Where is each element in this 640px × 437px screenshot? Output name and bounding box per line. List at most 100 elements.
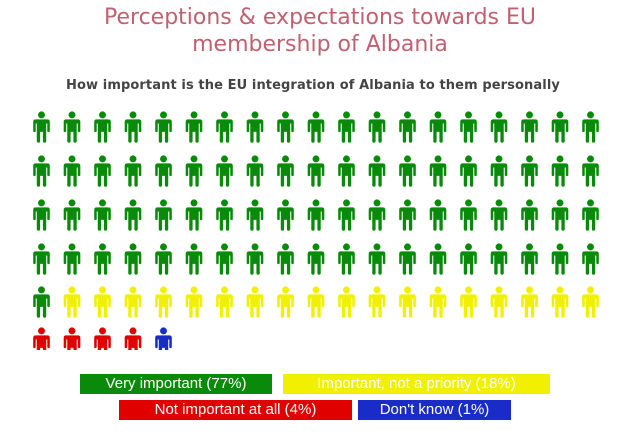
person-icon <box>338 243 355 275</box>
person-icon <box>368 155 386 187</box>
person-icon <box>155 327 172 350</box>
person-icon <box>338 286 355 318</box>
person-icon <box>185 111 203 143</box>
person-icon <box>33 111 50 143</box>
person-icon <box>277 286 294 318</box>
person-icon <box>521 286 538 318</box>
person-icon <box>399 155 416 187</box>
person-icon <box>155 286 172 318</box>
person-icon <box>368 243 386 275</box>
person-icon <box>582 243 599 275</box>
person-icon <box>216 111 233 143</box>
pictogram-icons <box>33 111 599 350</box>
person-icon <box>521 199 538 231</box>
person-icon <box>551 199 569 231</box>
legend-important-not-priority: Important, not a priority (18%) <box>283 374 550 394</box>
person-icon <box>277 155 294 187</box>
person-icon <box>399 199 416 231</box>
person-icon <box>246 286 264 318</box>
person-icon <box>582 199 599 231</box>
person-icon <box>124 111 142 143</box>
person-icon <box>94 286 111 318</box>
person-icon <box>33 155 50 187</box>
person-icon <box>185 243 203 275</box>
person-icon <box>551 243 569 275</box>
person-icon <box>582 286 599 318</box>
person-icon <box>582 155 599 187</box>
person-icon <box>63 243 81 275</box>
person-icon <box>155 155 172 187</box>
person-icon <box>521 243 538 275</box>
person-icon <box>33 286 50 318</box>
person-icon <box>246 111 264 143</box>
person-icon <box>33 243 50 275</box>
person-icon <box>94 243 111 275</box>
person-icon <box>94 155 111 187</box>
person-icon <box>63 286 81 318</box>
person-icon <box>277 111 294 143</box>
chart-title: Perceptions & expectations towards EU me… <box>0 4 640 58</box>
person-icon <box>551 111 569 143</box>
legend-very-important: Very important (77%) <box>80 374 272 394</box>
person-icon <box>94 111 111 143</box>
person-icon <box>155 111 172 143</box>
person-icon <box>338 199 355 231</box>
person-icon <box>63 327 81 350</box>
person-icon <box>490 155 508 187</box>
person-icon <box>94 199 111 231</box>
person-icon <box>185 155 203 187</box>
person-icon <box>33 199 50 231</box>
person-icon <box>63 111 81 143</box>
person-icon <box>551 286 569 318</box>
person-icon <box>63 155 81 187</box>
person-icon <box>368 286 386 318</box>
chart-subtitle: How important is the EU integration of A… <box>66 78 560 93</box>
person-icon <box>399 111 416 143</box>
person-icon <box>460 111 477 143</box>
person-icon <box>521 111 538 143</box>
person-icon <box>185 286 203 318</box>
person-icon <box>63 199 81 231</box>
person-icon <box>399 243 416 275</box>
person-icon <box>307 111 325 143</box>
person-icon <box>521 155 538 187</box>
person-icon <box>124 286 142 318</box>
person-icon <box>216 286 233 318</box>
person-icon <box>582 111 599 143</box>
person-icon <box>185 199 203 231</box>
person-icon <box>124 155 142 187</box>
person-icon <box>216 243 233 275</box>
person-icon <box>460 155 477 187</box>
legend-dont-know: Don't know (1%) <box>358 400 511 420</box>
person-icon <box>368 111 386 143</box>
person-icon <box>277 243 294 275</box>
chart-title-line-1: Perceptions & expectations towards EU <box>103 5 537 30</box>
person-icon <box>307 155 325 187</box>
person-icon <box>429 286 447 318</box>
person-icon <box>429 199 447 231</box>
person-icon <box>124 199 142 231</box>
person-icon <box>490 243 508 275</box>
person-icon <box>155 243 172 275</box>
person-icon <box>460 199 477 231</box>
person-icon <box>399 286 416 318</box>
person-icon <box>216 155 233 187</box>
person-icon <box>429 155 447 187</box>
person-icon <box>307 243 325 275</box>
person-icon <box>368 199 386 231</box>
person-icon <box>490 111 508 143</box>
person-icon <box>246 199 264 231</box>
legend-not-important: Not important at all (4%) <box>119 400 352 420</box>
person-icon <box>124 243 142 275</box>
person-icon <box>246 155 264 187</box>
person-icon <box>460 243 477 275</box>
person-icon <box>33 327 50 350</box>
person-icon <box>94 327 111 350</box>
person-icon <box>429 243 447 275</box>
person-icon <box>338 155 355 187</box>
person-icon <box>307 286 325 318</box>
person-icon <box>277 199 294 231</box>
person-icon <box>551 155 569 187</box>
pictogram-chart <box>33 111 599 350</box>
person-icon <box>246 243 264 275</box>
